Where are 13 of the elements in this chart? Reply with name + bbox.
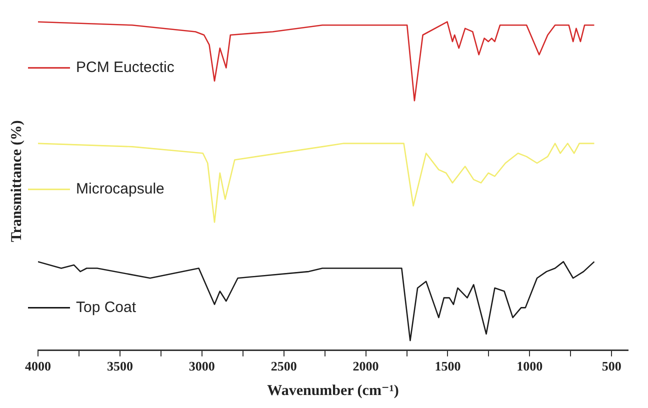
x-tick-label: 3500	[106, 358, 133, 374]
x-tick-label: 4000	[25, 358, 51, 374]
x-tick-label: 1500	[434, 358, 461, 374]
legend-label: Top Coat	[76, 298, 137, 316]
x-tick-label: 1000	[516, 358, 543, 374]
y-axis-title: Transmittance (%)	[8, 120, 25, 242]
x-tick-label: 3000	[188, 358, 215, 374]
x-tick-label: 2000	[352, 358, 379, 374]
x-axis-title: Wavenumber (cm⁻¹)	[267, 382, 399, 399]
legend-label: Microcapsule	[76, 180, 164, 198]
x-tick-label: 500	[602, 358, 622, 374]
x-tick-label: 2500	[270, 358, 297, 374]
legend-label: PCM Euctectic	[76, 58, 175, 76]
